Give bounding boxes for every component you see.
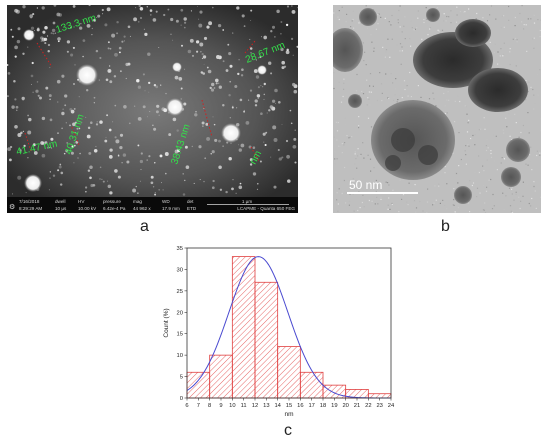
info-dwell: 10 µs [55,206,67,211]
x-tick-label: 6 [185,403,188,409]
histogram-bar [277,346,301,399]
y-tick-label: 35 [177,246,183,252]
x-tick-label: 16 [297,403,303,409]
x-tick-label: 13 [263,403,269,409]
panel-label-a: a [140,218,149,235]
x-tick-label: 11 [241,403,247,409]
panel-label-c: c [284,422,292,439]
histogram-bar [186,371,211,399]
info-wd-label: WD [162,199,170,204]
info-wd: 17.9 mm [162,206,180,211]
histogram-bar [209,354,233,399]
y-tick-label: 10 [177,353,183,359]
x-tick-label: 12 [252,403,258,409]
x-tick-label: 23 [376,403,382,409]
y-tick-label: 25 [177,289,183,295]
info-pressure: 6.42e-4 Pa [103,206,126,211]
particle [166,98,184,116]
x-tick-label: 10 [229,403,235,409]
histogram-bar [367,393,392,399]
x-tick-label: 21 [354,403,360,409]
histogram-bar [254,281,279,399]
x-tick-label: 8 [208,403,211,409]
info-hv-label: HV [78,199,85,204]
x-tick-label: 19 [331,403,337,409]
histogram-bar [231,256,256,399]
x-tick-label: 15 [286,403,292,409]
info-scale-label: 1 µm [242,199,252,204]
info-instrument: LCAPME - Quanta 650 FEG [237,206,295,211]
sem-particles [7,5,298,196]
histogram-bar [299,371,324,399]
info-hv: 10.00 kV [78,206,97,211]
particle [24,174,42,192]
info-time: 8:29:29 AM [19,206,42,211]
x-tick-label: 18 [320,403,326,409]
x-tick-label: 22 [365,403,371,409]
sem-image: 133.3 nm 28.67 nm 40.31 nm 38.43 nm 41.4… [7,5,298,213]
info-mag: 44 962 x [133,206,151,211]
y-tick-label: 15 [177,332,183,338]
particle [23,29,35,41]
y-axis-label: Count (%) [163,308,170,337]
x-tick-label: 17 [308,403,314,409]
sem-info-bar [7,197,298,213]
info-det: ETD [187,206,197,211]
x-tick-label: 20 [342,403,348,409]
tem-image: 50 nm [333,5,541,213]
x-axis-label: nm [284,411,293,418]
particle [221,123,241,143]
info-dwell-label: dwell [55,199,65,204]
sem-micrograph: 133.3 nm 28.67 nm 40.31 nm 38.43 nm 41.4… [7,5,298,213]
fei-logo: ⚙ [9,203,15,211]
particle [172,62,182,72]
gaussian-fit-line [186,256,391,399]
tem-micrograph: 50 nm [333,5,541,213]
particle [76,64,98,86]
histogram-bar [322,384,347,399]
size-distribution-chart: 6 7 8 9 10 11 12 13 14 15 16 17 18 19 20 21 22 23 24 0 5 10 15… [160,240,400,418]
y-tick-label: 20 [177,310,183,316]
particle [257,65,267,75]
x-tick-label: 14 [274,403,281,409]
info-pressure-label: pressure [103,199,121,204]
info-mag-label: mag [133,199,142,204]
histogram-svg: 6 7 8 9 10 11 12 13 14 15 16 17 18 19 20 21 22 23 24 0 5 10 15… [163,246,395,418]
x-tick-label: 9 [219,403,222,409]
info-det-label: det [187,199,194,204]
tem-scale-label: 50 nm [349,178,382,192]
x-tick-label: 24 [388,403,395,409]
y-tick-label: 5 [180,375,183,381]
y-tick-label: 0 [180,396,183,402]
x-tick-label: 7 [197,403,200,409]
y-tick-label: 30 [177,267,183,273]
info-date: 7/16/2018 [19,199,40,204]
panel-label-b: b [441,218,450,235]
